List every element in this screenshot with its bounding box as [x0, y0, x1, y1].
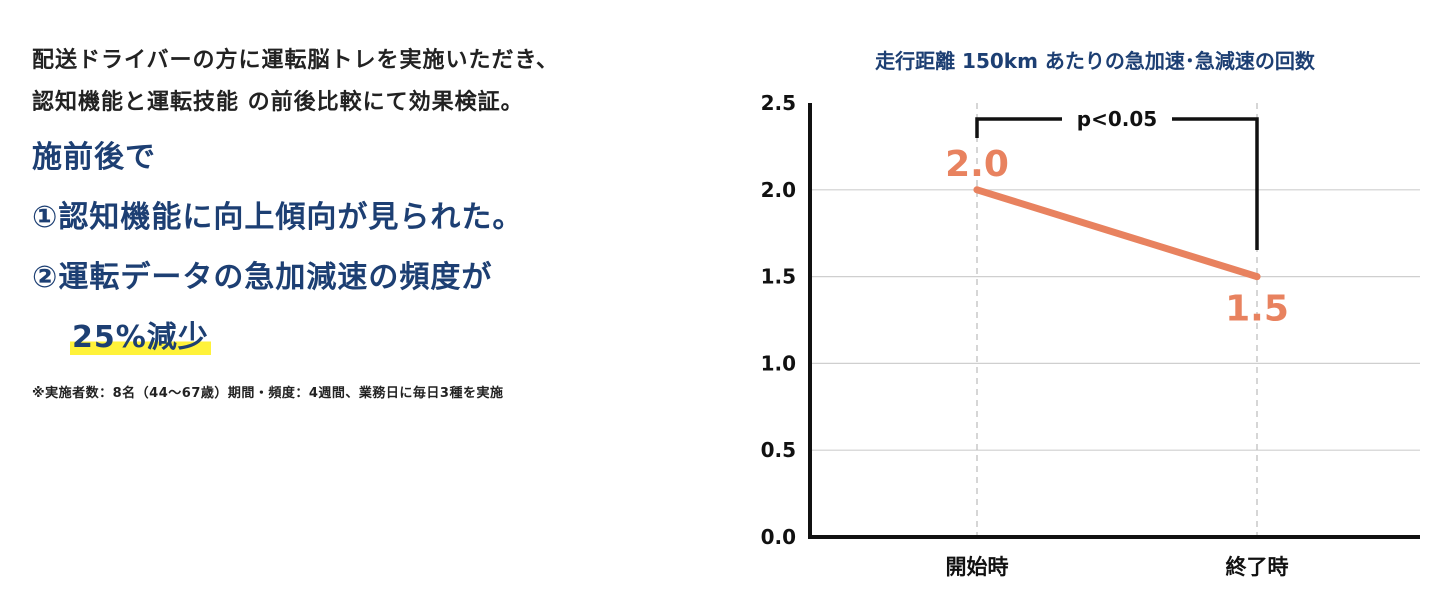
gridlines: [810, 189, 1420, 451]
y-tick-label: 0.5: [761, 438, 796, 462]
reduction-highlight: 25%減少: [70, 320, 211, 355]
axes: [808, 103, 1420, 539]
result-item-cognitive: ①認知機能に向上傾向が見られた。: [32, 200, 524, 235]
y-tick-label: 2.5: [761, 91, 796, 115]
data-point: [1253, 273, 1261, 281]
intro-line-2: 認知機能と運転技能 の前後比較にて効果検証。: [32, 90, 524, 115]
data-point: [973, 186, 981, 194]
result-item-driving: ②運転データの急加減速の頻度が: [32, 260, 493, 295]
footnote: ※実施者数：8名（44〜67歳）期間・頻度：4週間、業務日に毎日3種を実施: [32, 386, 504, 401]
y-tick-label: 2.0: [761, 178, 796, 202]
chart-title: 走行距離 150km あたりの急加速･急減速の回数: [875, 49, 1316, 73]
significance-bracket: p<0.05: [975, 107, 1259, 250]
bracket-right-arm: [1172, 117, 1259, 250]
x-tick-label: 終了時: [1226, 555, 1289, 579]
result-heading: 施前後で: [32, 140, 156, 175]
y-tick-label: 1.0: [761, 351, 796, 375]
data-label: 2.0: [945, 144, 1009, 185]
line-chart: 走行距離 150km あたりの急加速･急減速の回数 0.00.51.01.52.…: [761, 49, 1420, 579]
y-tick-labels: 0.0 0.5 1.0 1.5 2.0 2.5: [761, 91, 796, 549]
y-tick-label: 0.0: [761, 525, 796, 549]
chart-container: 走行距離 150km あたりの急加速･急減速の回数 0.0 0.5 1.0 1.5 2.…: [740, 0, 1451, 608]
series-line: [973, 186, 1261, 281]
y-tick-label: 1.5: [761, 265, 796, 289]
data-labels: 2.0 1.5: [945, 144, 1289, 330]
result-reduction-line: 25%減少: [32, 308, 732, 368]
category-guides: [976, 103, 1258, 537]
series: [973, 186, 1261, 281]
data-label: 1.5: [1225, 289, 1289, 330]
significance-label: p<0.05: [1077, 107, 1157, 131]
x-tick-label: 開始時: [946, 555, 1009, 579]
x-tick-labels: 開始時 終了時: [946, 555, 1289, 579]
bracket-left-arm: [975, 117, 1062, 138]
intro-line-1: 配送ドライバーの方に運転脳トレを実施いただき、: [32, 48, 560, 73]
description-panel: 配送ドライバーの方に運転脳トレを実施いただき、 認知機能と運転技能 の前後比較に…: [32, 40, 732, 401]
